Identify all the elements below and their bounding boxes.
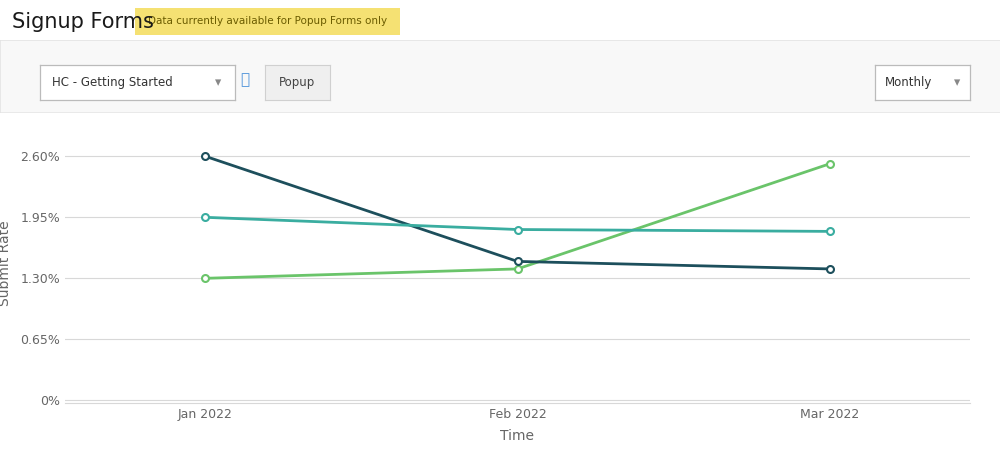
Software / SaaS (median) <box>511 227 524 233</box>
Text: ⎋: ⎋ <box>240 73 250 88</box>
Text: ▾: ▾ <box>215 76 221 89</box>
Klaviyo <box>199 275 211 281</box>
Text: ▾: ▾ <box>954 76 960 89</box>
Peer Group (median) <box>199 153 211 159</box>
Line: Software / SaaS (median): Software / SaaS (median) <box>202 214 833 235</box>
Klaviyo <box>824 161 836 167</box>
Text: Monthly: Monthly <box>885 76 932 89</box>
Peer Group (median) <box>824 266 836 272</box>
Software / SaaS (median) <box>199 214 211 220</box>
Software / SaaS (median) <box>824 229 836 234</box>
Klaviyo <box>511 266 524 272</box>
Line: Peer Group (median): Peer Group (median) <box>202 153 833 273</box>
Text: Signup Forms: Signup Forms <box>12 12 154 32</box>
Text: Data currently available for Popup Forms only: Data currently available for Popup Forms… <box>148 16 387 27</box>
Line: Klaviyo: Klaviyo <box>202 160 833 282</box>
X-axis label: Time: Time <box>501 429 534 443</box>
Y-axis label: Submit Rate: Submit Rate <box>0 220 12 306</box>
Text: HC - Getting Started: HC - Getting Started <box>52 76 172 89</box>
Peer Group (median) <box>511 259 524 264</box>
Text: Popup: Popup <box>279 76 316 89</box>
